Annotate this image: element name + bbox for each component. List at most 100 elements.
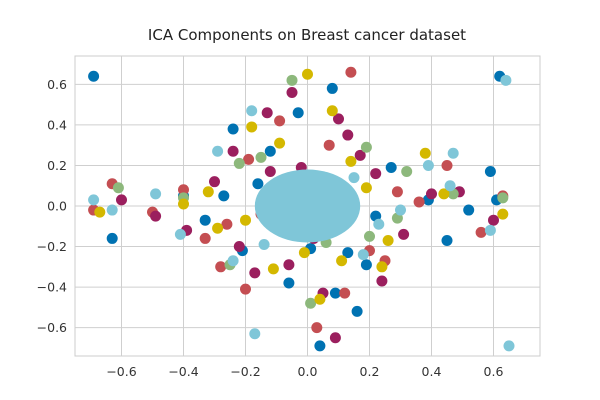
- x-tick-label: 0.0: [298, 364, 318, 379]
- scatter-point: [395, 204, 406, 216]
- scatter-point: [88, 70, 100, 82]
- scatter-point: [150, 188, 162, 200]
- scatter-point: [413, 196, 425, 208]
- scatter-point: [326, 82, 338, 94]
- scatter-point: [326, 105, 338, 117]
- scatter-point: [106, 232, 118, 244]
- scatter-point: [314, 293, 326, 305]
- x-axis-tick-labels: −0.6 −0.4 −0.2 0.0 0.2 0.4 0.6: [106, 364, 503, 379]
- scatter-point: [227, 255, 239, 267]
- scatter-point: [286, 86, 298, 98]
- scatter-point: [360, 182, 372, 194]
- y-tick-label: 0.4: [47, 117, 67, 132]
- scatter-point: [497, 192, 509, 204]
- scatter-point: [333, 113, 344, 125]
- scatter-point: [342, 129, 354, 141]
- scatter-point: [382, 234, 394, 246]
- scatter-point: [233, 157, 245, 169]
- scatter-point: [373, 218, 385, 230]
- scatter-point: [463, 204, 475, 216]
- scatter-point: [370, 168, 382, 180]
- scatter-point: [240, 214, 251, 226]
- scatter-point: [106, 204, 118, 216]
- scatter-point: [360, 141, 372, 153]
- scatter-point: [351, 305, 363, 317]
- y-tick-label: −0.2: [37, 239, 67, 254]
- scatter-point: [249, 328, 261, 340]
- x-tick-label: −0.4: [168, 364, 198, 379]
- scatter-point: [298, 247, 310, 259]
- scatter-point: [209, 176, 220, 188]
- scatter-point: [360, 259, 372, 271]
- scatter-point: [447, 147, 459, 159]
- x-tick-label: 0.4: [422, 364, 442, 379]
- scatter-point: [339, 287, 351, 299]
- scatter-point: [422, 159, 434, 171]
- scatter-point: [438, 188, 450, 200]
- scatter-point: [345, 155, 357, 167]
- scatter-point: [274, 137, 286, 149]
- scatter-point: [212, 145, 224, 157]
- scatter-point: [484, 224, 496, 236]
- scatter-point: [441, 159, 453, 171]
- scatter-point: [500, 74, 512, 86]
- scatter-point: [419, 147, 431, 159]
- scatter-point: [385, 161, 397, 173]
- x-tick-label: −0.6: [106, 364, 136, 379]
- scatter-point: [401, 166, 413, 178]
- scatter-point: [221, 218, 233, 230]
- scatter-point: [345, 66, 357, 78]
- scatter-point: [348, 172, 360, 184]
- scatter-point: [314, 340, 326, 352]
- scatter-point: [441, 234, 453, 246]
- scatter-point: [336, 255, 348, 267]
- scatter-point: [116, 194, 127, 206]
- scatter-point: [503, 340, 515, 352]
- scatter-point: [426, 188, 437, 200]
- scatter-point: [376, 275, 388, 287]
- scatter-point: [488, 214, 499, 226]
- x-tick-label: 0.2: [360, 364, 380, 379]
- scatter-point: [174, 228, 186, 240]
- scatter-point: [150, 210, 162, 222]
- scatter-point: [94, 206, 106, 218]
- scatter-point: [484, 166, 496, 178]
- scatter-point: [354, 149, 366, 161]
- scatter-point: [302, 68, 313, 80]
- scatter-point: [357, 249, 369, 261]
- x-tick-label: −0.2: [230, 364, 260, 379]
- y-tick-label: 0.6: [47, 77, 67, 92]
- scatter-point: [323, 139, 335, 151]
- scatter-point: [305, 297, 317, 309]
- scatter-point: [246, 121, 258, 133]
- scatter-point: [255, 151, 267, 163]
- y-axis-tick-labels: −0.6 −0.4 −0.2 0.0 0.2 0.4 0.6: [37, 77, 67, 335]
- data-points: [88, 66, 515, 352]
- scatter-point: [283, 259, 295, 271]
- scatter-point: [329, 332, 341, 344]
- scatter-point: [267, 263, 279, 275]
- scatter-point: [199, 232, 211, 244]
- scatter-point: [202, 186, 214, 198]
- scatter-point: [264, 166, 276, 178]
- scatter-point: [218, 190, 230, 202]
- scatter-point: [283, 277, 295, 289]
- y-tick-label: 0.0: [47, 199, 67, 214]
- scatter-point: [178, 184, 189, 196]
- scatter-point: [292, 107, 304, 119]
- scatter-point: [112, 182, 124, 194]
- scatter-point: [258, 239, 270, 251]
- scatter-point: [252, 178, 264, 190]
- y-tick-label: 0.2: [47, 158, 67, 173]
- scatter-point: [398, 228, 410, 240]
- scatter-point: [264, 145, 276, 157]
- scatter-point: [178, 198, 189, 210]
- scatter-point: [497, 208, 509, 220]
- scatter-point: [342, 247, 354, 259]
- scatter-point: [233, 241, 245, 253]
- x-tick-label: 0.6: [484, 364, 504, 379]
- core-cluster: [254, 169, 361, 243]
- scatter-point: [249, 267, 261, 279]
- y-tick-label: −0.4: [37, 280, 67, 295]
